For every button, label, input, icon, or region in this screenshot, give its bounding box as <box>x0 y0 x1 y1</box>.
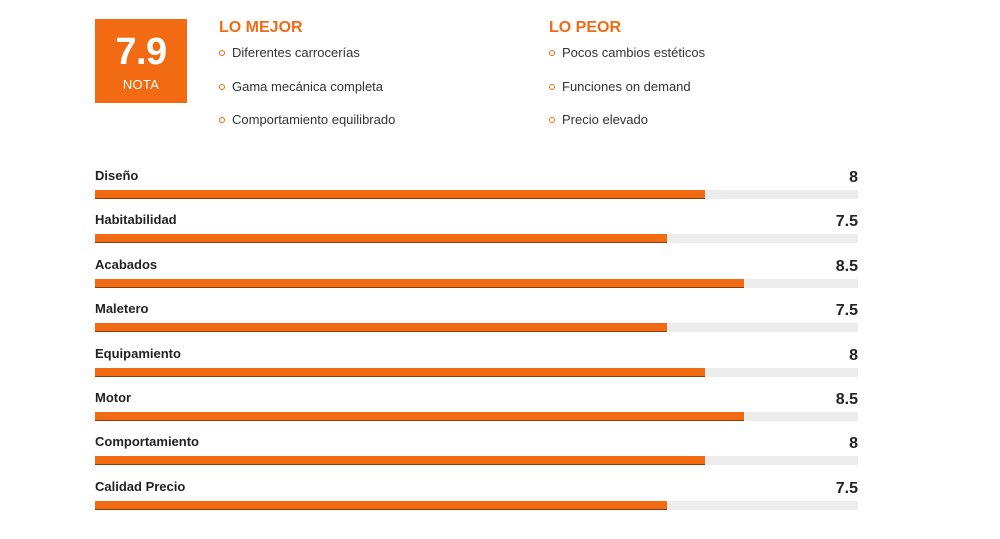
rating-label: Diseño <box>95 168 139 183</box>
rating-label: Maletero <box>95 301 149 317</box>
rating-value: 8 <box>849 169 858 186</box>
pros-item-text: Diferentes carrocerías <box>232 45 360 60</box>
rating-value: 7.5 <box>835 479 858 497</box>
rating-bar-track <box>95 278 858 288</box>
cons-item-text: Pocos cambios estéticos <box>562 45 706 60</box>
rating-value: 7.5 <box>835 213 858 231</box>
rating-label: Equipamiento <box>95 345 181 361</box>
circle-bullet-icon <box>549 50 555 56</box>
pros-item-text: Gama mecánica completa <box>232 78 384 94</box>
rating-bar-track <box>95 456 858 466</box>
circle-bullet-icon <box>219 50 225 56</box>
rating-value: 7.5 <box>835 302 858 320</box>
rating-label: Comportamiento <box>95 434 199 450</box>
rating-value: 8.5 <box>835 257 858 275</box>
pros-title: LO MEJOR <box>219 19 303 36</box>
overall-score-value: 7.9 <box>115 31 167 73</box>
rating-row: Habitabilidad 7.5 <box>95 210 858 254</box>
pros-list: Diferentes carrocerías Gama mecánica com… <box>219 43 395 144</box>
rating-row: Acabados 8.5 <box>95 255 858 299</box>
rating-row: Equipamiento 8 <box>95 344 858 388</box>
rating-bar-fill <box>95 278 744 288</box>
circle-bullet-icon <box>219 117 225 123</box>
rating-row: Calidad Precio 7.5 <box>95 477 858 521</box>
rating-label: Motor <box>95 389 132 405</box>
cons-item: Pocos cambios estéticos <box>549 43 705 77</box>
rating-value: 8 <box>849 435 858 453</box>
cons-item-text: Precio elevado <box>562 112 648 127</box>
pros-item-text: Comportamiento equilibrado <box>232 112 396 127</box>
pros-column: LO MEJOR Diferentes carrocerías Gama mec… <box>219 17 395 144</box>
rating-label: Calidad Precio <box>95 478 186 494</box>
cons-item: Funciones on demand <box>549 77 705 111</box>
cons-column: LO PEOR Pocos cambios estéticos Funcione… <box>549 17 705 144</box>
rating-row: Comportamiento 8 <box>95 432 858 476</box>
cons-item-text: Funciones on demand <box>562 78 691 94</box>
rating-bar-track <box>95 234 858 244</box>
rating-bar-fill <box>95 323 668 333</box>
circle-bullet-icon <box>549 117 555 123</box>
rating-bar-fill <box>95 234 668 244</box>
circle-bullet-icon <box>219 83 225 90</box>
overall-score-badge: 7.9 NOTA <box>95 19 187 103</box>
rating-label: Acabados <box>95 256 158 272</box>
rating-bar-track <box>95 190 858 199</box>
rating-bar-track <box>95 411 858 421</box>
cons-title: LO PEOR <box>549 19 622 36</box>
rating-bar-track <box>95 500 858 510</box>
rating-label: Habitabilidad <box>95 212 177 228</box>
ratings-list: Diseño 8 Habitabilidad 7.5 Acabados 8.5 … <box>95 166 858 521</box>
overall-score-label: NOTA <box>122 77 160 92</box>
pros-item: Comportamiento equilibrado <box>219 110 395 144</box>
rating-row: Motor 8.5 <box>95 388 858 432</box>
cons-item: Precio elevado <box>549 110 705 144</box>
rating-bar-fill <box>95 190 706 199</box>
rating-bar-fill <box>95 367 706 377</box>
rating-bar-fill <box>95 500 668 510</box>
rating-row: Maletero 7.5 <box>95 299 858 343</box>
rating-value: 8.5 <box>835 390 858 408</box>
rating-bar-fill <box>95 456 706 466</box>
rating-bar-fill <box>95 411 744 421</box>
pros-item: Gama mecánica completa <box>219 77 395 111</box>
circle-bullet-icon <box>549 83 555 90</box>
rating-value: 8 <box>849 346 858 364</box>
rating-bar-track <box>95 367 858 377</box>
rating-bar-track <box>95 323 858 333</box>
pros-item: Diferentes carrocerías <box>219 43 395 77</box>
cons-list: Pocos cambios estéticos Funciones on dem… <box>549 43 705 144</box>
rating-row: Diseño 8 <box>95 166 858 210</box>
